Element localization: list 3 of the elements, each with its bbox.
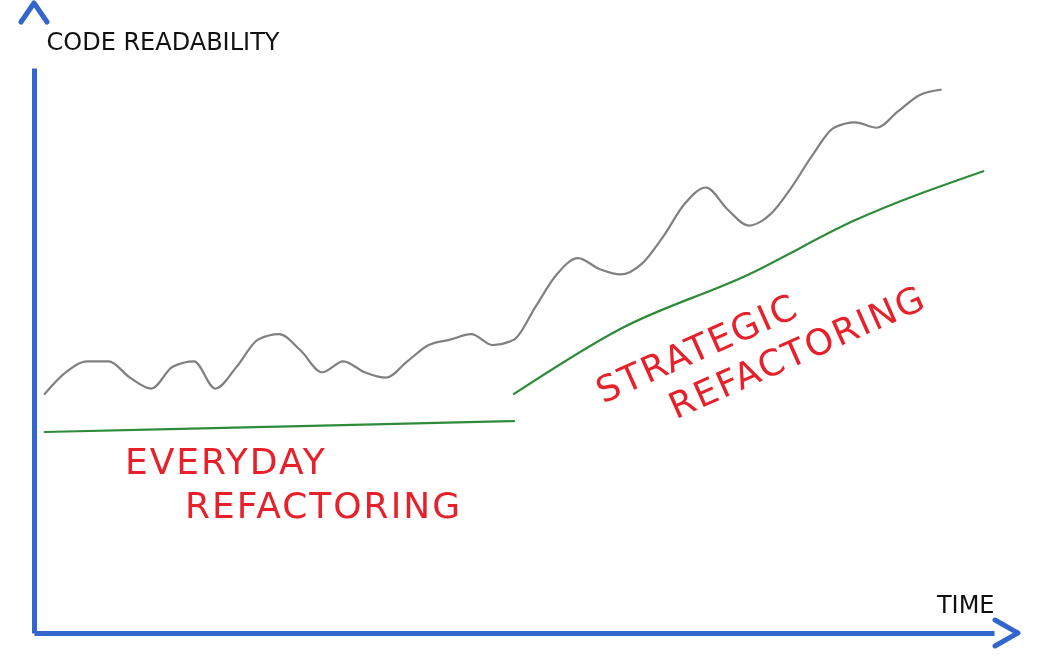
annotation: EVERYDAY REFACTORING bbox=[125, 440, 463, 528]
x-axis-title: TIME bbox=[935, 590, 995, 619]
y-axis-title: CODE READABILITY bbox=[46, 27, 280, 56]
